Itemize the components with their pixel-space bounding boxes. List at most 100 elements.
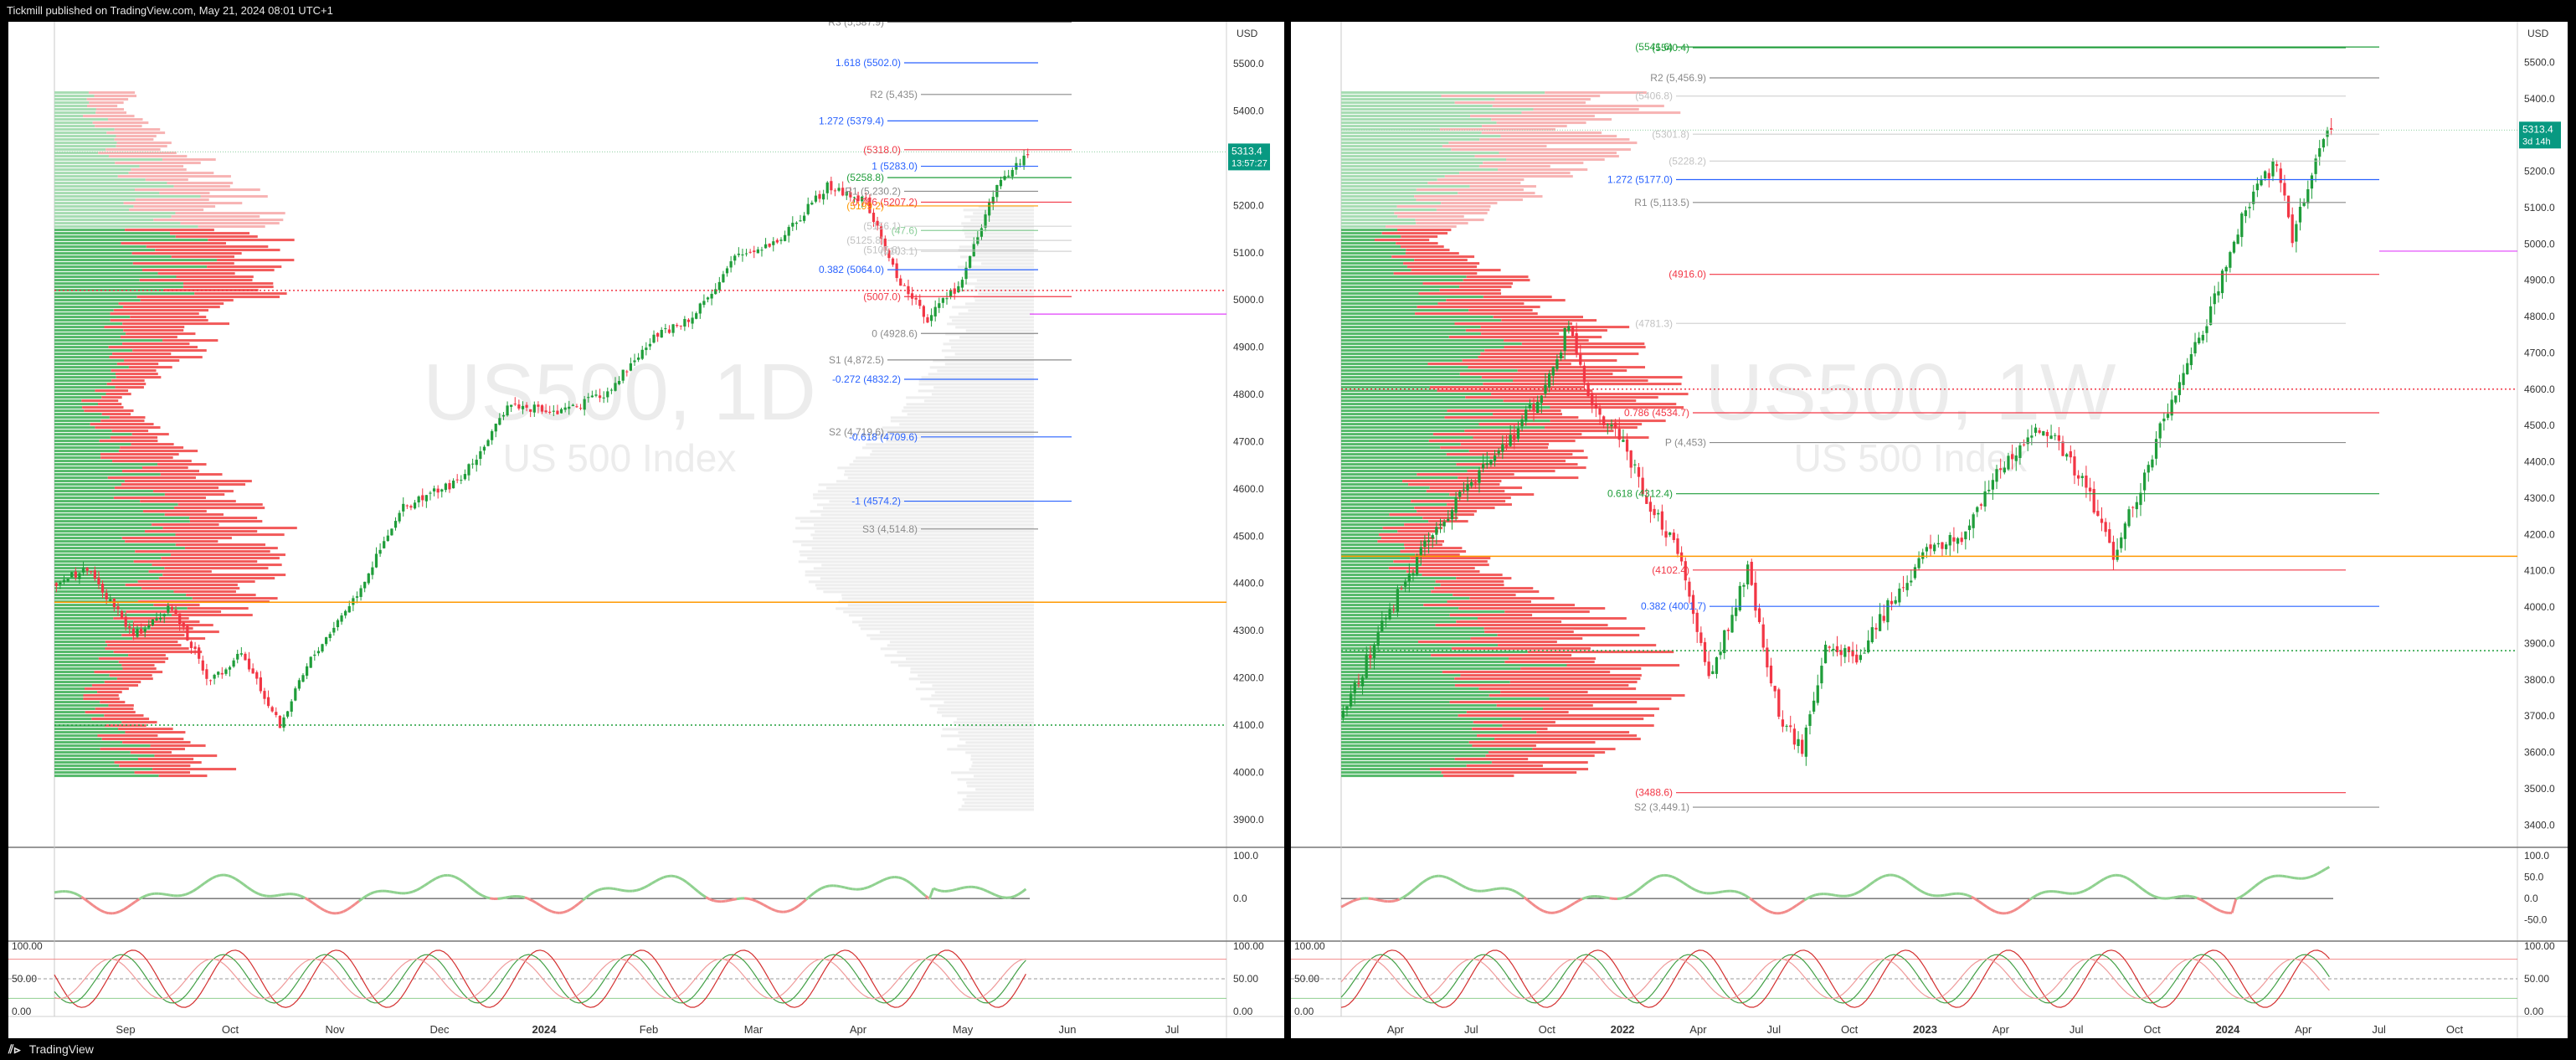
volume-profile-bar <box>134 771 191 774</box>
price-tick-label: 5000.0 <box>2524 238 2555 250</box>
rsi-line-segment <box>2188 894 2193 898</box>
rsi-line-segment <box>389 890 394 894</box>
volume-profile-bar <box>1401 245 1444 249</box>
volume-profile-bar <box>1341 661 1505 664</box>
volume-profile-bar <box>113 309 208 312</box>
candle-body <box>1450 510 1454 520</box>
volume-profile-bar <box>158 577 275 580</box>
candle-body <box>1525 409 1528 422</box>
currency-label: USD <box>1237 28 1258 39</box>
volume-profile-bar <box>162 339 219 342</box>
rsi-line-segment <box>1402 893 1408 898</box>
rsi-line-segment <box>181 893 186 897</box>
volume-profile-bar <box>108 346 198 349</box>
volume-profile-bar <box>118 302 224 306</box>
rsi-line-segment <box>192 887 198 893</box>
volume-profile-bar <box>135 550 270 553</box>
candle-body <box>2279 168 2282 183</box>
volume-profile-bar <box>86 98 129 101</box>
volume-profile-bar <box>1341 192 1458 195</box>
volume-profile-bar <box>54 466 142 470</box>
candle-body <box>710 293 713 299</box>
visible-range-volume-bar <box>978 205 1034 208</box>
candle-body <box>301 675 305 682</box>
rsi-line-segment <box>1473 888 1478 893</box>
volume-profile-bar <box>1440 584 1504 587</box>
volume-profile-bar <box>1478 687 1637 691</box>
rsi-line-segment <box>1846 893 1852 898</box>
candle-body <box>374 553 378 568</box>
visible-range-volume-bar <box>937 369 1034 373</box>
rsi-line-segment <box>419 884 425 889</box>
volume-profile-bar <box>1341 91 1545 95</box>
candle-body <box>1964 531 1967 540</box>
visible-range-volume-bar <box>949 339 1034 342</box>
rsi-line-segment <box>1694 888 1700 893</box>
candle-body <box>861 196 864 202</box>
candle-body <box>363 581 367 589</box>
volume-profile-bar <box>95 389 129 393</box>
tv-logo-icon[interactable]: ⫽⊳ <box>8 1042 22 1056</box>
time-axis-label: Feb <box>640 1023 658 1036</box>
time-axis-label: Oct <box>1841 1023 1859 1036</box>
rsi-line-segment <box>1764 908 1770 913</box>
symbol-watermark: US500, 1D <box>423 347 816 437</box>
level-label: (5105.8) <box>863 244 901 255</box>
candle-body <box>429 492 432 494</box>
candle-body <box>621 369 625 381</box>
volume-profile-bar <box>1341 463 1457 466</box>
volume-profile-bar <box>54 450 119 453</box>
rsi-line-segment <box>1671 875 1677 880</box>
candle-body <box>1555 358 1559 369</box>
volume-profile-bar <box>1341 520 1429 523</box>
rsi-line-segment <box>1340 903 1346 908</box>
volume-profile-bar <box>216 259 295 262</box>
rsi-line-segment <box>635 888 641 892</box>
volume-profile-bar <box>1341 289 1440 292</box>
volume-profile-bar <box>116 135 157 138</box>
volume-profile-bar <box>1341 363 1428 366</box>
candle-body <box>352 598 355 605</box>
rsi-line-segment <box>728 898 733 902</box>
rsi-line-segment <box>1519 893 1525 898</box>
volume-profile-bar <box>1341 754 1486 758</box>
volume-profile-bar <box>54 101 90 105</box>
visible-range-volume-bar <box>890 416 1034 419</box>
volume-profile-bar <box>99 440 158 443</box>
candle-body <box>1442 522 1446 527</box>
rsi-line-segment <box>509 895 514 898</box>
candle-body <box>918 300 922 306</box>
candle-body <box>1664 531 1668 538</box>
candle-body <box>830 181 833 191</box>
candle-body <box>1007 175 1010 177</box>
volume-profile-bar <box>1439 128 1555 131</box>
visible-range-volume-bar <box>808 580 1034 584</box>
candle-body <box>2166 414 2170 419</box>
rsi-line-segment <box>1834 893 1840 898</box>
price-tick-label: 5200.0 <box>2524 166 2555 178</box>
candle-body <box>1972 514 1975 528</box>
candle-body <box>2220 270 2224 294</box>
candle-body <box>367 573 370 584</box>
footer-brand[interactable]: TradingView <box>28 1042 94 1056</box>
candle-body <box>984 214 987 228</box>
rsi-line-segment <box>296 893 302 898</box>
time-axis-label: Jun <box>1059 1023 1077 1036</box>
volume-profile-bar <box>1341 296 1483 299</box>
candle-body <box>1645 496 1648 504</box>
candle-body <box>1859 655 1863 661</box>
candle-body <box>1447 518 1450 521</box>
level-label: (5541.6) <box>1635 41 1673 53</box>
volume-profile-bar <box>1341 647 1452 651</box>
volume-profile-bar <box>54 527 163 530</box>
candle-body <box>1867 640 1870 653</box>
visible-range-volume-bar <box>872 450 1034 453</box>
rsi-line-segment <box>551 910 557 914</box>
rsi-line-segment <box>689 884 696 890</box>
rsi-line-segment <box>805 895 811 901</box>
visible-range-volume-bar <box>918 389 1034 393</box>
